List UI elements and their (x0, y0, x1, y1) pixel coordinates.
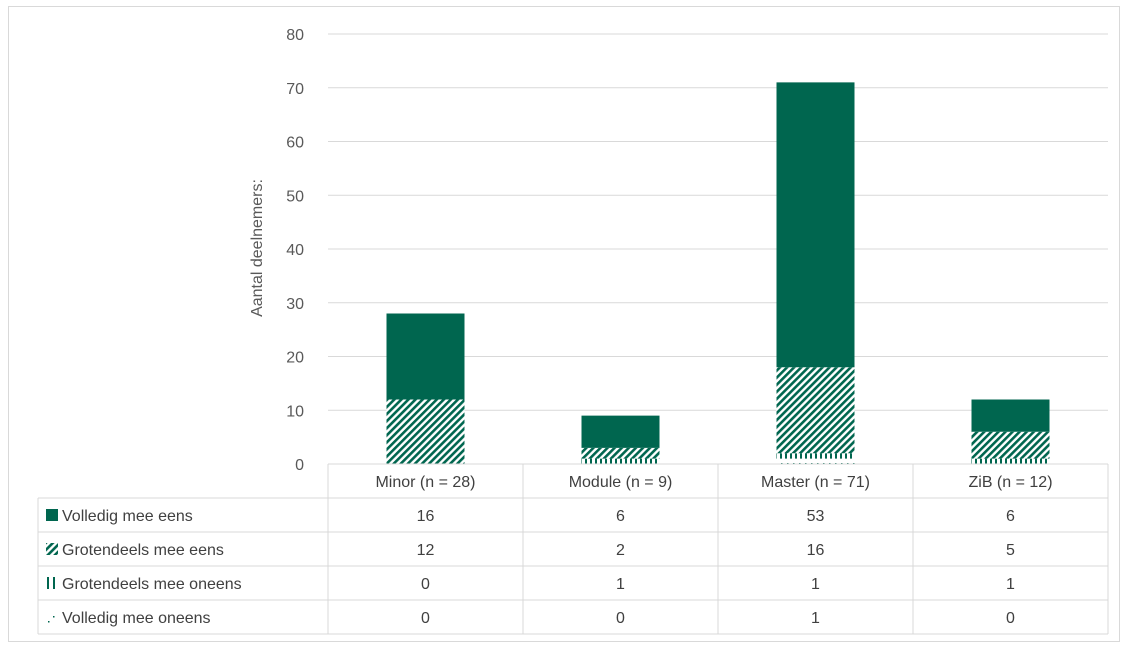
legend-key (46, 509, 58, 521)
y-tick-label: 20 (286, 350, 304, 367)
bar-segment (971, 431, 1050, 459)
data-label: 0 (421, 610, 430, 627)
y-tick-label: 10 (286, 403, 304, 420)
data-label: 12 (417, 542, 435, 559)
y-tick-label: 50 (286, 188, 304, 205)
bar-segment (971, 458, 1050, 464)
bar-segment (581, 447, 660, 459)
data-label: 1 (811, 610, 820, 627)
legend-key (46, 543, 58, 555)
bar-segment (776, 453, 855, 459)
category-label: Module (n = 9) (569, 474, 673, 491)
series-name: Volledig mee oneens (62, 610, 211, 627)
data-label: 1 (616, 576, 625, 593)
series-name: Grotendeels mee eens (62, 542, 224, 559)
chart-frame (8, 6, 1120, 642)
bar-segment (776, 367, 855, 454)
bar-segment (776, 82, 855, 368)
legend-key (47, 577, 55, 589)
category-label: Master (n = 71) (761, 474, 870, 491)
data-label: 16 (417, 508, 435, 525)
category-label: ZiB (n = 12) (968, 474, 1052, 491)
y-tick-label: 30 (286, 296, 304, 313)
bar-segment (971, 399, 1050, 432)
data-label: 6 (1006, 508, 1015, 525)
y-tick-label: 40 (286, 242, 304, 259)
data-label: 2 (616, 542, 625, 559)
data-label: 5 (1006, 542, 1015, 559)
bar-segment (776, 458, 855, 464)
data-label: 6 (616, 508, 625, 525)
series-name: Grotendeels mee oneens (62, 576, 242, 593)
series-name: Volledig mee eens (62, 508, 193, 525)
legend-key (48, 616, 55, 623)
data-label: 0 (616, 610, 625, 627)
bar-segment (581, 458, 660, 464)
data-label: 53 (807, 508, 825, 525)
bar-segment (386, 399, 465, 464)
data-label: 0 (421, 576, 430, 593)
data-label: 1 (811, 576, 820, 593)
y-tick-label: 0 (295, 457, 304, 474)
bar-segment (581, 415, 660, 448)
bar-segment (386, 313, 465, 400)
y-tick-label: 70 (286, 81, 304, 98)
y-tick-label: 80 (286, 27, 304, 44)
category-label: Minor (n = 28) (375, 474, 475, 491)
data-label: 1 (1006, 576, 1015, 593)
y-tick-label: 60 (286, 135, 304, 152)
data-label: 16 (807, 542, 825, 559)
data-label: 0 (1006, 610, 1015, 627)
y-axis-label: Aantal deelnemers: (249, 179, 266, 317)
